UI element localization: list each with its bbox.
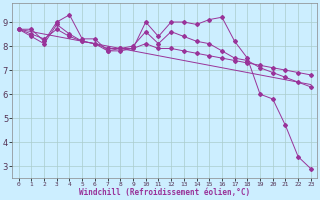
X-axis label: Windchill (Refroidissement éolien,°C): Windchill (Refroidissement éolien,°C) — [79, 188, 250, 197]
